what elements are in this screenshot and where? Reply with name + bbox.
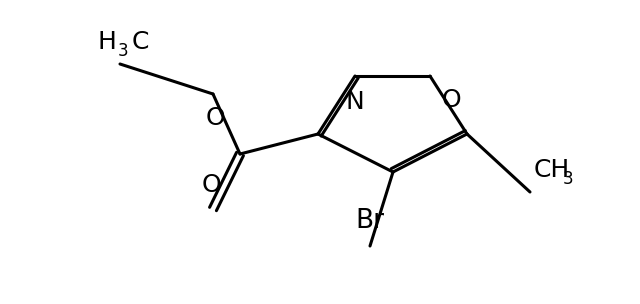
Text: CH: CH xyxy=(534,158,570,182)
Text: 3: 3 xyxy=(118,42,129,60)
Text: O: O xyxy=(201,173,221,197)
Text: 3: 3 xyxy=(563,170,573,188)
Text: Br: Br xyxy=(355,208,385,234)
Text: H: H xyxy=(97,30,116,54)
Text: O: O xyxy=(442,88,461,112)
Text: C: C xyxy=(132,30,149,54)
Text: O: O xyxy=(205,106,225,130)
Text: N: N xyxy=(346,90,364,114)
